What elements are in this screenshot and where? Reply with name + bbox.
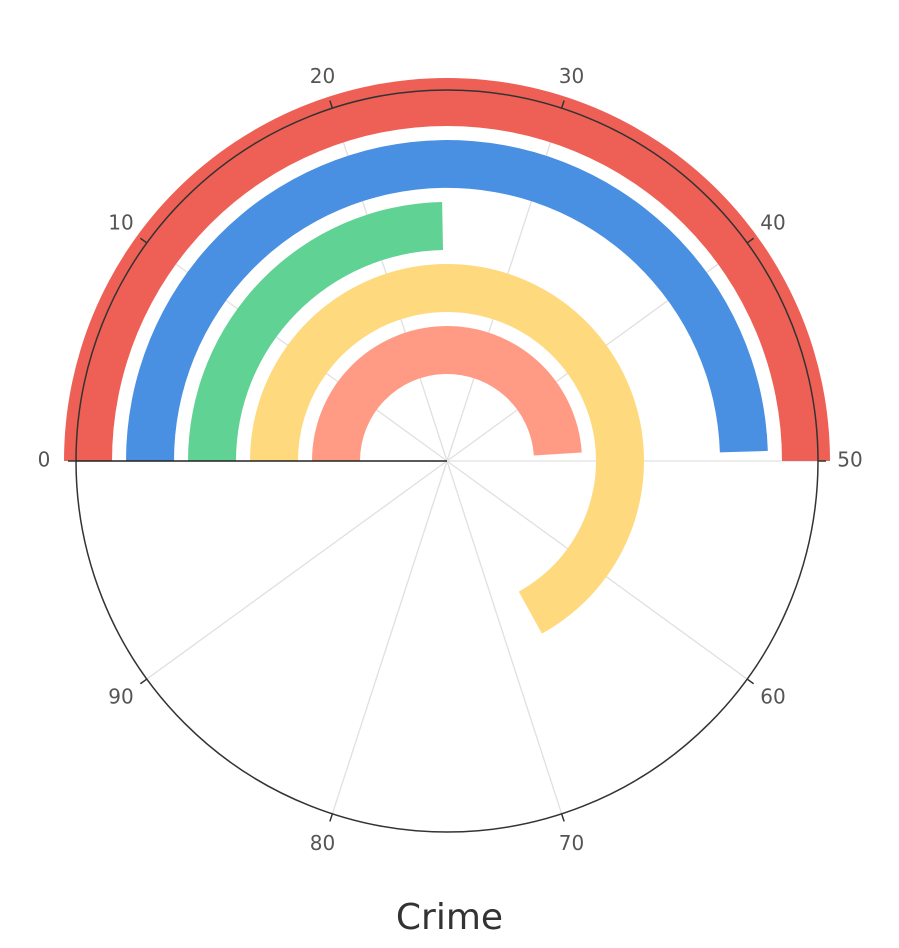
chart-title: Crime [395,897,504,938]
tick-mark-20 [329,100,334,109]
tick-label-30: 30 [559,64,584,88]
grid-line-70 [446,460,563,815]
tick-label-20: 20 [310,64,335,88]
tick-mark-90 [139,678,148,685]
tick-label-50: 50 [837,448,862,472]
tick-label-60: 60 [760,684,785,708]
bar-series [64,78,830,634]
tick-label-70: 70 [559,831,584,855]
grid-line-90 [146,460,448,680]
bar-5 [312,326,582,461]
tick-label-10: 10 [108,211,133,235]
tick-mark-80 [329,813,334,822]
tick-mark-70 [560,813,565,822]
tick-mark-40 [746,237,755,244]
tick-mark-30 [560,100,565,109]
bar-2 [126,140,768,461]
bar-1 [64,78,830,461]
bar-4 [250,264,644,634]
tick-label-0: 0 [38,448,51,472]
grid-line-80 [331,460,448,815]
tick-label-40: 40 [760,211,785,235]
tick-label-90: 90 [108,684,133,708]
tick-label-80: 80 [310,831,335,855]
bar-3 [188,202,444,462]
angle-axis: 0 10 20 30 40 50 60 70 80 90 [38,64,863,855]
tick-mark-60 [746,678,755,685]
tick-mark-10 [139,237,148,244]
